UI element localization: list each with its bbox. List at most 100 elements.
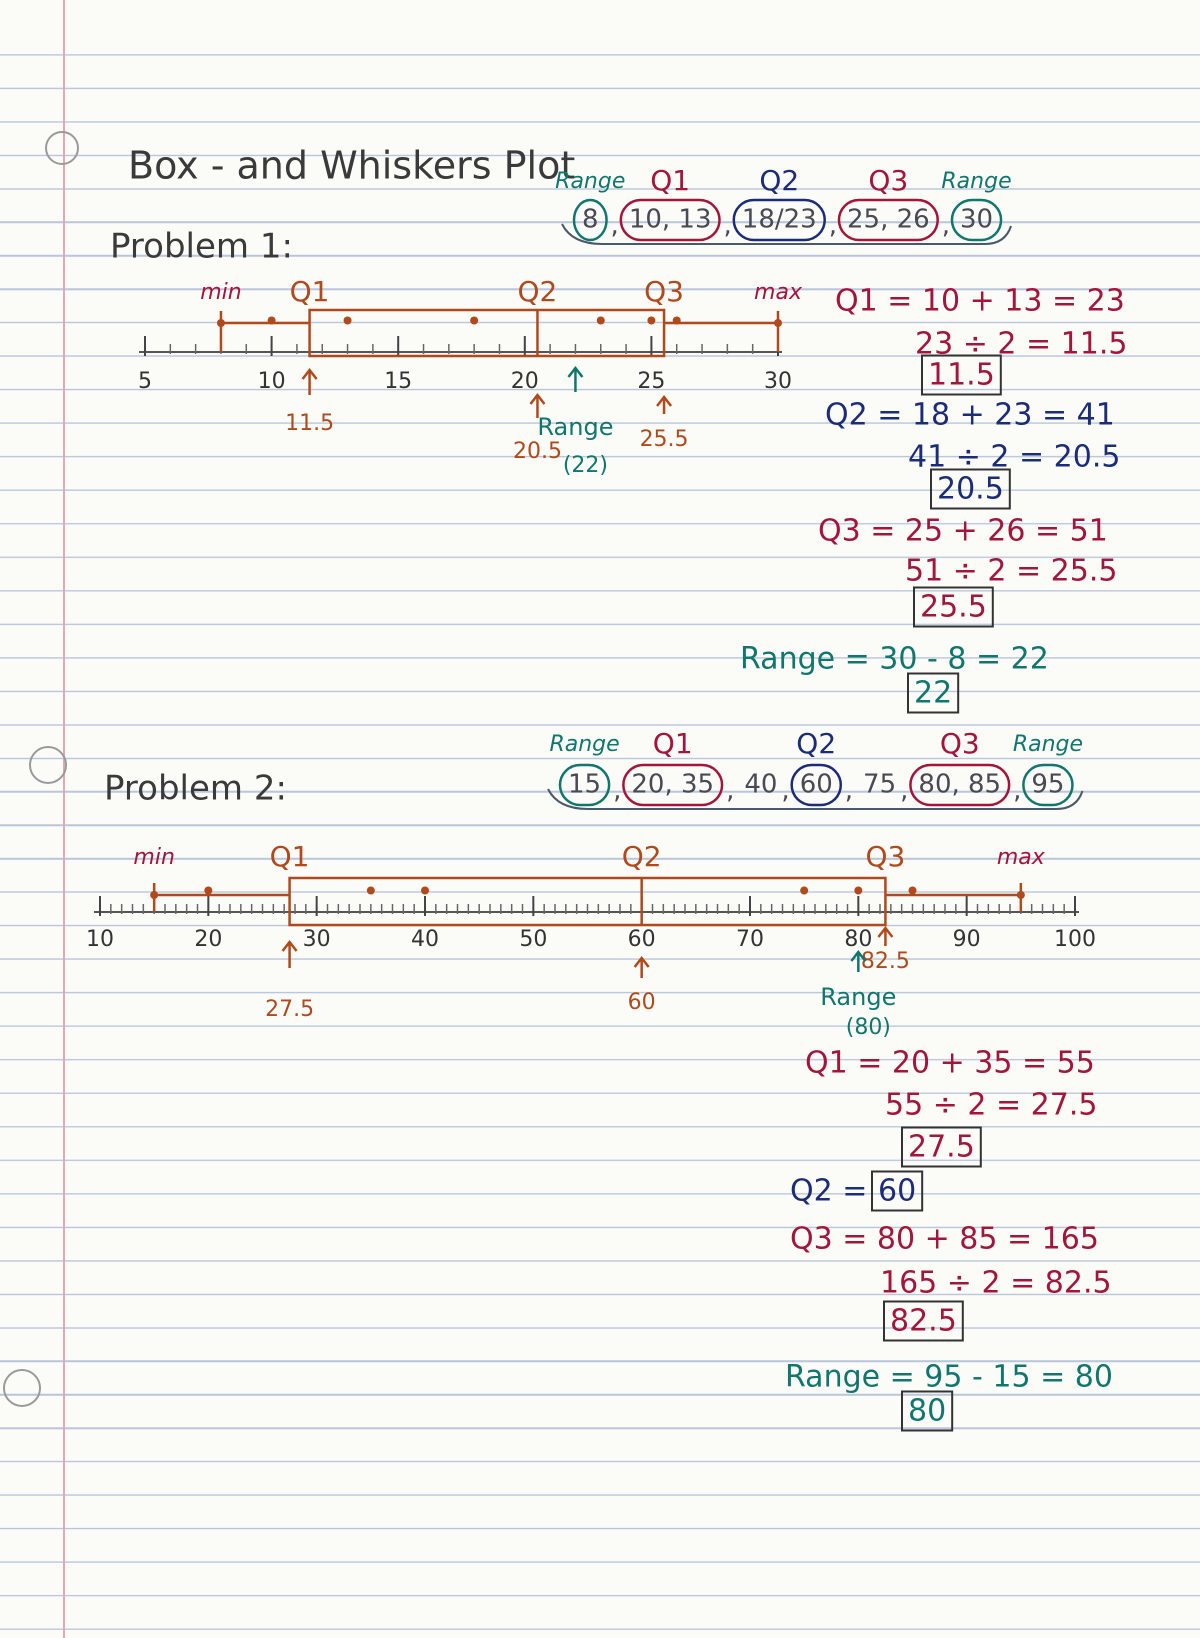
problem-label: Problem 2: bbox=[104, 769, 287, 809]
data-point bbox=[204, 886, 213, 895]
group-heading: Q3 bbox=[868, 164, 908, 197]
stat-label: Q1 bbox=[290, 275, 330, 308]
value-circle bbox=[1022, 763, 1074, 807]
arrow-head bbox=[877, 925, 894, 938]
boxed-answer: 22 bbox=[914, 676, 952, 711]
calculation-line: Q3 = 25 + 26 = 51 bbox=[818, 514, 1108, 549]
stat-label: Q2 bbox=[518, 275, 558, 308]
separator: , bbox=[942, 211, 950, 241]
data-value: 80, 85 bbox=[918, 770, 1001, 800]
group-heading: Q3 bbox=[940, 727, 980, 760]
stat-label: Q3 bbox=[865, 840, 905, 873]
group-heading: Q1 bbox=[650, 164, 690, 197]
calculation-line: 55 ÷ 2 = 27.5 bbox=[885, 1088, 1097, 1123]
value-circle bbox=[622, 763, 724, 807]
answer-box bbox=[930, 468, 1011, 510]
tick-label: 60 bbox=[628, 927, 656, 952]
boxed-answer: 20.5 bbox=[937, 472, 1004, 507]
tick-label: 15 bbox=[384, 369, 412, 394]
group-heading: Q2 bbox=[759, 164, 799, 197]
arrow-head bbox=[633, 955, 650, 968]
max-dot bbox=[1016, 891, 1025, 899]
separator: , bbox=[726, 776, 734, 806]
value-annotation: 82.5 bbox=[861, 949, 910, 974]
page-title: Box - and Whiskers Plot bbox=[128, 144, 575, 188]
group-heading: Range bbox=[555, 169, 625, 194]
boxed-answer: 82.5 bbox=[890, 1304, 957, 1339]
answer-box bbox=[921, 354, 1002, 396]
box bbox=[308, 308, 666, 358]
value-circle bbox=[909, 763, 1011, 807]
separator: , bbox=[845, 776, 853, 806]
calculation-line: Q2 = 18 + 23 = 41 bbox=[825, 398, 1115, 433]
data-point bbox=[596, 316, 605, 325]
stat-label: min bbox=[133, 845, 175, 870]
arrow-head bbox=[567, 365, 584, 378]
row-underline bbox=[547, 788, 1084, 810]
boxed-answer: 27.5 bbox=[908, 1130, 975, 1165]
value-circle bbox=[732, 198, 826, 242]
group-heading: Range bbox=[941, 169, 1011, 194]
problem-label: Problem 1: bbox=[110, 227, 293, 267]
value-annotation: 27.5 bbox=[265, 997, 314, 1022]
data-point bbox=[343, 316, 352, 325]
answer-box bbox=[883, 1300, 964, 1342]
data-point bbox=[267, 316, 276, 325]
data-value: 95 bbox=[1031, 770, 1064, 800]
calculation-line: Range = 30 - 8 = 22 bbox=[740, 642, 1049, 677]
separator: , bbox=[611, 211, 619, 241]
data-point bbox=[672, 316, 681, 325]
binder-hole bbox=[29, 746, 67, 784]
data-value: 10, 13 bbox=[629, 205, 712, 235]
data-value: 18/23 bbox=[742, 205, 817, 235]
stat-label: Q3 bbox=[644, 275, 684, 308]
data-point bbox=[908, 886, 917, 895]
max-dot bbox=[774, 319, 782, 327]
range-annotation: (22) bbox=[563, 453, 608, 478]
group-heading: Range bbox=[1013, 732, 1083, 757]
stat-label: min bbox=[200, 280, 242, 305]
value-circle bbox=[837, 198, 939, 242]
answer-box bbox=[907, 672, 960, 714]
value-annotation: 11.5 bbox=[285, 411, 334, 436]
answer-box bbox=[913, 586, 994, 628]
data-value: 40 bbox=[744, 770, 777, 800]
data-point bbox=[647, 316, 656, 325]
data-value: 15 bbox=[568, 770, 601, 800]
separator: , bbox=[613, 776, 621, 806]
binder-hole bbox=[45, 131, 79, 165]
data-point bbox=[800, 886, 809, 895]
calculation-line: 51 ÷ 2 = 25.5 bbox=[905, 554, 1117, 589]
data-value: 75 bbox=[863, 770, 896, 800]
separator: , bbox=[724, 211, 732, 241]
boxed-answer: 25.5 bbox=[920, 590, 987, 625]
min-dot bbox=[216, 319, 225, 327]
value-circle bbox=[572, 198, 608, 242]
row-underline bbox=[561, 223, 1012, 245]
answer-box bbox=[871, 1170, 924, 1212]
data-point bbox=[470, 316, 479, 325]
value-circle bbox=[558, 763, 611, 807]
separator: , bbox=[900, 776, 908, 806]
value-annotation: 60 bbox=[628, 990, 656, 1015]
tick-label: 5 bbox=[138, 369, 152, 394]
arrow-head bbox=[529, 392, 546, 405]
tick-label: 80 bbox=[844, 927, 872, 952]
tick-label: 20 bbox=[511, 369, 539, 394]
tick-label: 100 bbox=[1054, 927, 1096, 952]
calculation-line: Q2 = bbox=[790, 1174, 867, 1209]
calculation-line: Q1 = 20 + 35 = 55 bbox=[805, 1046, 1095, 1081]
value-circle bbox=[619, 198, 721, 242]
arrow-head bbox=[281, 939, 298, 952]
tick-label: 70 bbox=[736, 927, 764, 952]
tick-label: 20 bbox=[194, 927, 222, 952]
boxed-answer: 80 bbox=[908, 1394, 946, 1429]
arrow-head bbox=[656, 394, 673, 407]
tick-label: 50 bbox=[519, 927, 547, 952]
box bbox=[288, 876, 887, 927]
data-point bbox=[854, 886, 863, 895]
min-dot bbox=[150, 891, 159, 899]
stat-label: Q2 bbox=[622, 840, 662, 873]
